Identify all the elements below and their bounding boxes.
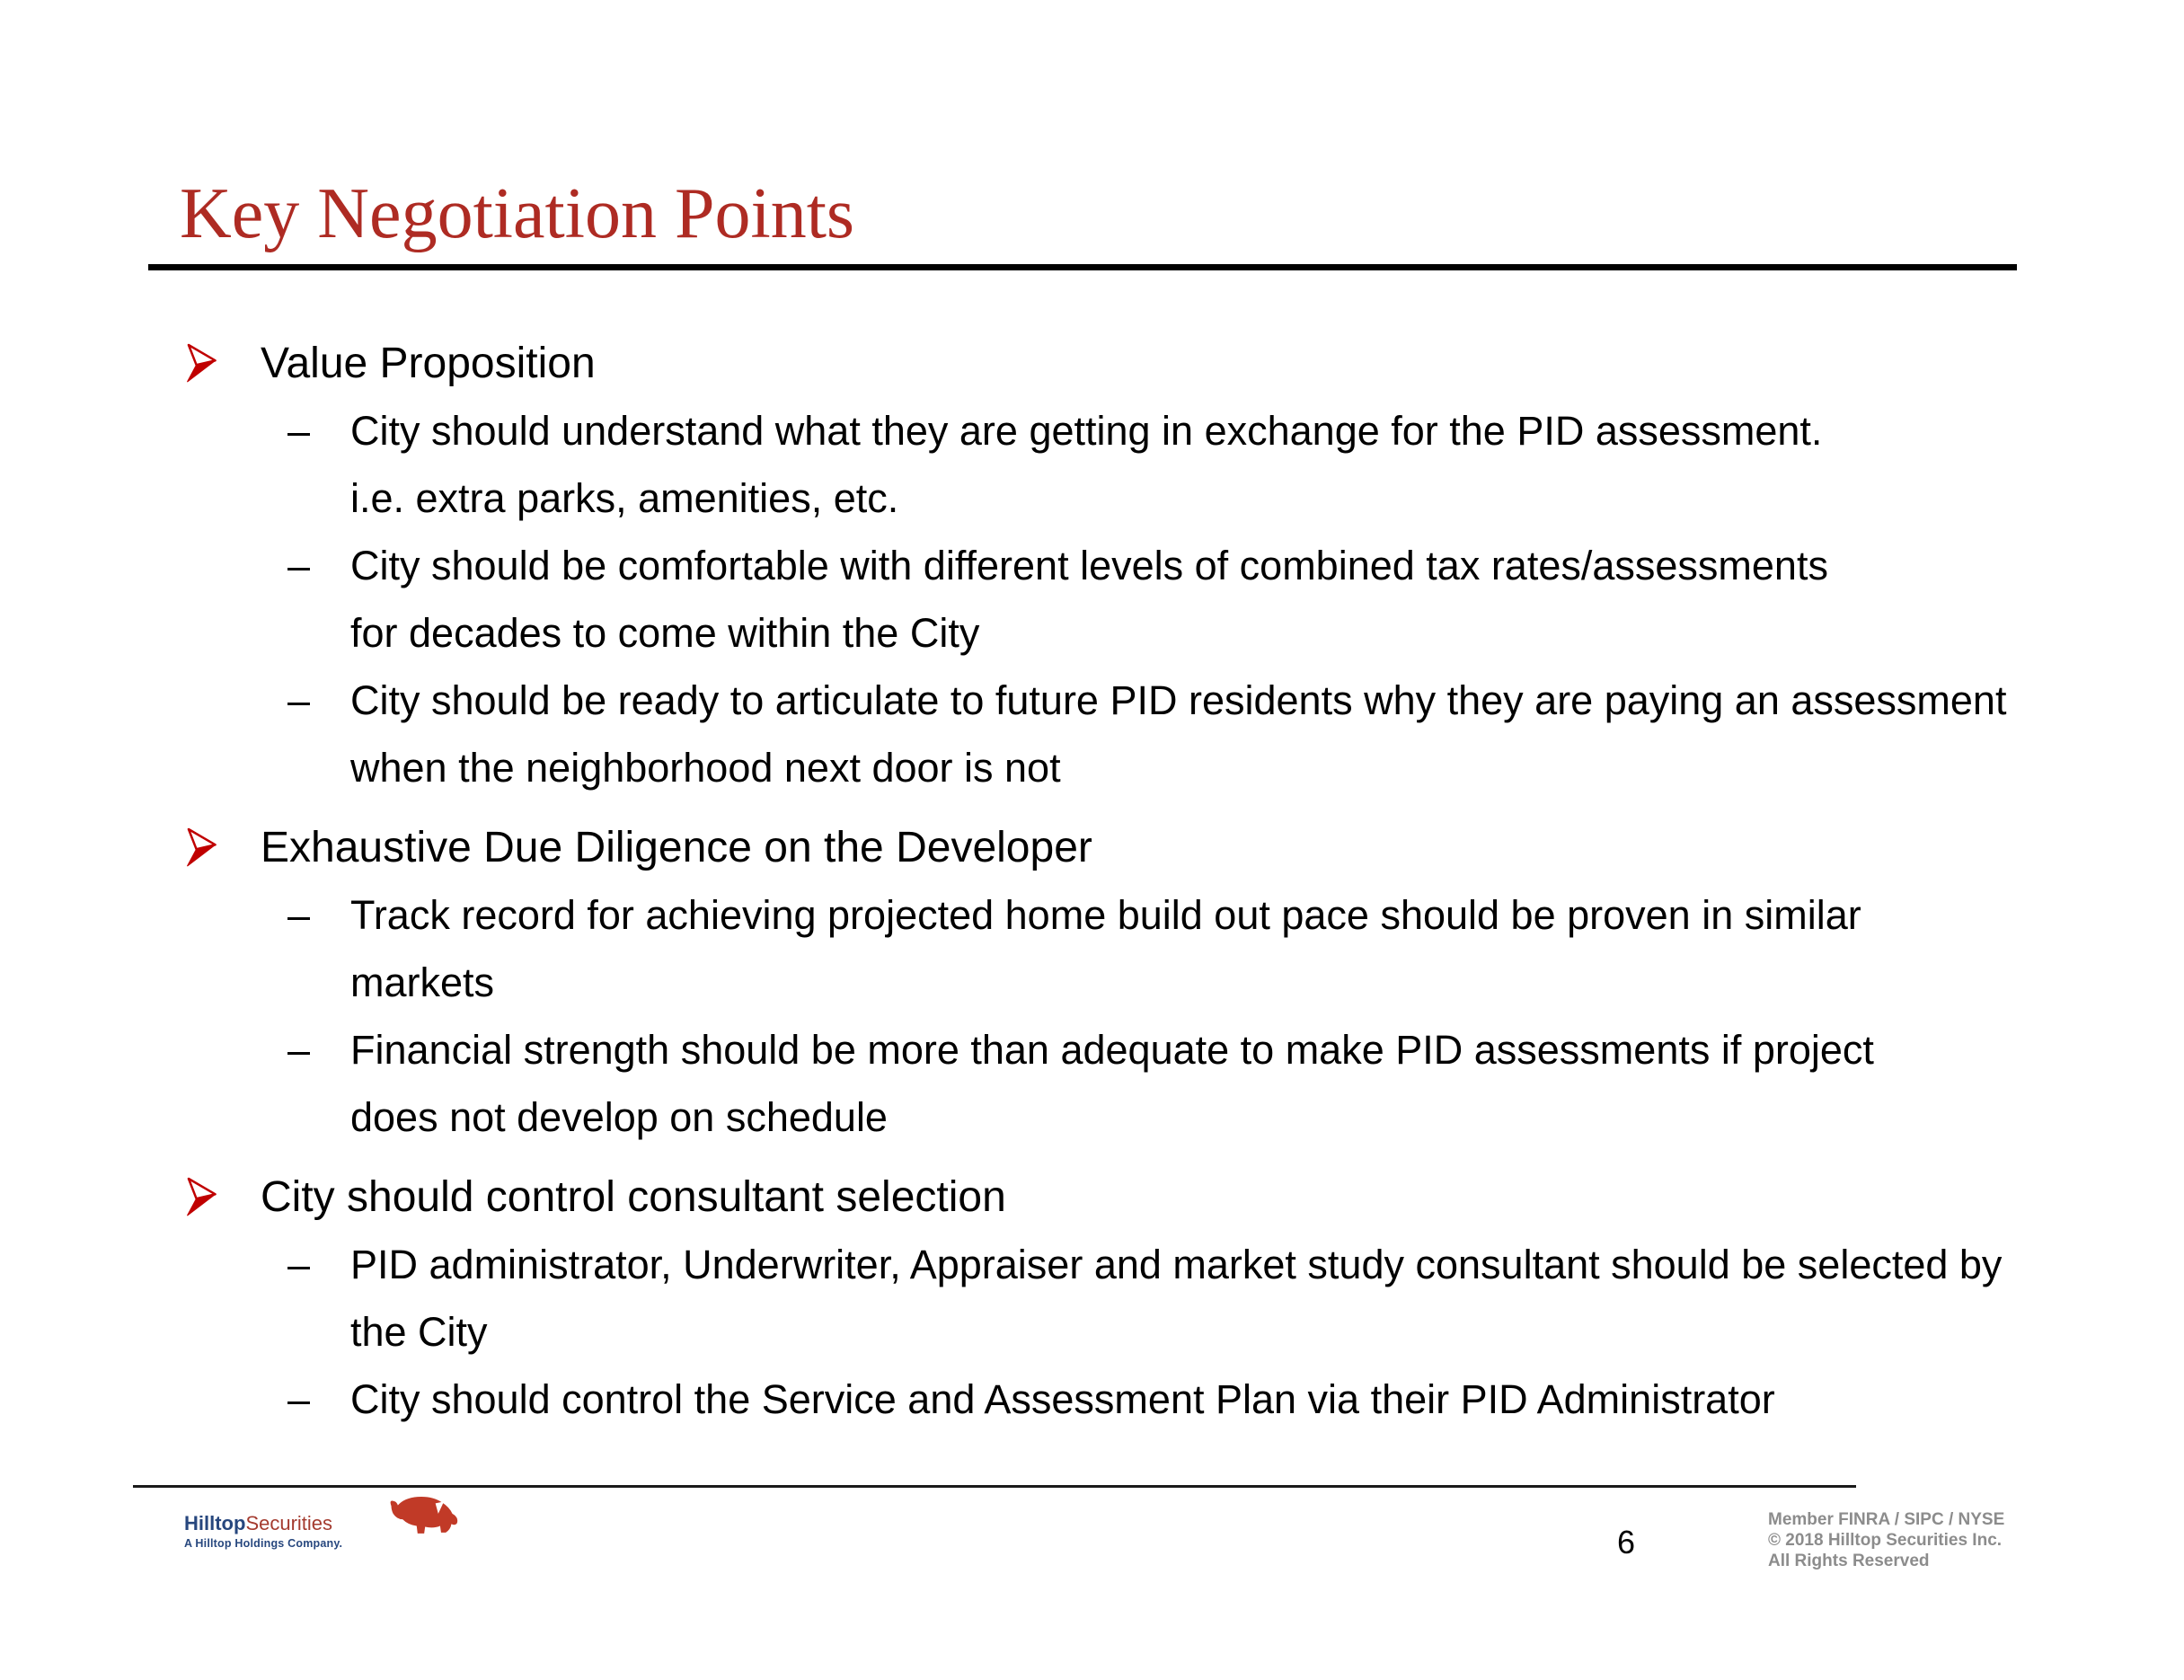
list-item-text: City should control the Service and Asse…: [350, 1376, 1775, 1422]
dash-bullet: –: [287, 543, 311, 588]
dash-bullet: –: [287, 1242, 311, 1287]
section-due-diligence: Exhaustive Due Diligence on the Develope…: [0, 814, 2184, 1151]
list-item: – PID administrator, Underwriter, Apprai…: [287, 1231, 2184, 1366]
section-heading-row: City should control consultant selection: [184, 1163, 2184, 1231]
list-item-text: City should understand what they are get…: [350, 408, 1823, 521]
arrowhead-bullet-icon: [184, 814, 261, 881]
legal-line: Member FINRA / SIPC / NYSE: [1768, 1510, 2005, 1529]
arrowhead-bullet-icon: [184, 330, 261, 397]
slide-content: Value Proposition – City should understa…: [0, 330, 2184, 1433]
list-item: – Track record for achieving projected h…: [287, 881, 2184, 1016]
section-value-proposition: Value Proposition – City should understa…: [0, 330, 2184, 801]
list-item: – City should control the Service and As…: [287, 1366, 2184, 1433]
legal-line: © 2018 Hilltop Securities Inc.: [1768, 1531, 2003, 1550]
hilltop-securities-logo: HilltopSecurities A Hilltop Holdings Com…: [184, 1496, 458, 1550]
logo-wordmark: HilltopSecurities: [184, 1513, 342, 1534]
dash-bullet: –: [287, 1376, 311, 1422]
list-item: – City should be ready to articulate to …: [287, 667, 2184, 801]
dash-bullet: –: [287, 408, 311, 454]
title-underline: [148, 264, 2017, 270]
page-number: 6: [1617, 1524, 1636, 1561]
section-heading: Exhaustive Due Diligence on the Develope…: [261, 824, 1092, 871]
list-item-text: City should be comfortable with differen…: [350, 543, 1828, 656]
section-consultant-selection: City should control consultant selection…: [0, 1163, 2184, 1433]
list-item-text: Financial strength should be more than a…: [350, 1027, 1874, 1140]
bison-icon: [390, 1496, 458, 1534]
section-heading-row: Exhaustive Due Diligence on the Develope…: [184, 814, 2184, 881]
dash-bullet: –: [287, 1027, 311, 1073]
arrowhead-bullet-icon: [184, 1163, 261, 1231]
legal-line: All Rights Reserved: [1768, 1552, 1930, 1570]
section-heading: Value Proposition: [261, 340, 596, 387]
dash-bullet: –: [287, 677, 311, 723]
section-heading: City should control consultant selection: [261, 1173, 1006, 1221]
dash-bullet: –: [287, 892, 311, 938]
list-item-text: Track record for achieving projected hom…: [350, 892, 1861, 1005]
list-item: – City should understand what they are g…: [287, 397, 2184, 532]
logo-text-securities: Securities: [245, 1512, 333, 1534]
logo-text-hilltop: Hilltop: [184, 1512, 246, 1534]
list-item: – Financial strength should be more than…: [287, 1016, 2184, 1151]
footer-divider: [133, 1485, 1856, 1488]
footer-legal-text: Member FINRA / SIPC / NYSE © 2018 Hillto…: [1768, 1509, 2004, 1571]
section-heading-row: Value Proposition: [184, 330, 2184, 397]
logo-tagline: A Hilltop Holdings Company.: [184, 1537, 343, 1550]
list-item-text: PID administrator, Underwriter, Appraise…: [350, 1242, 2003, 1355]
page-title: Key Negotiation Points: [180, 174, 855, 253]
list-item-text: City should be ready to articulate to fu…: [350, 677, 2007, 791]
list-item: – City should be comfortable with differ…: [287, 532, 2184, 667]
